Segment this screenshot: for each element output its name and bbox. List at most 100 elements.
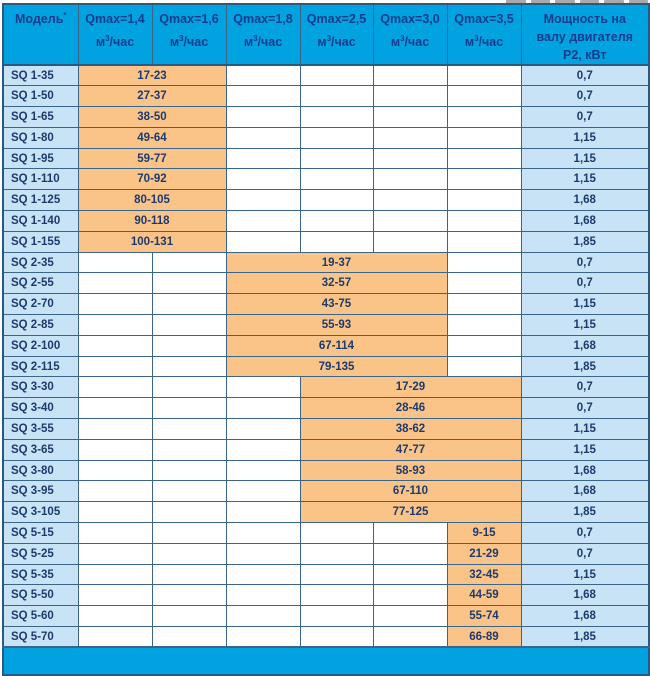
table-row: SQ 1-110 70-92 1,15	[2, 168, 650, 191]
empty-cell	[225, 397, 301, 420]
empty-cell	[446, 251, 522, 274]
power-cell: 0,7	[520, 522, 650, 544]
qmax-unit: м3/час	[390, 34, 430, 50]
empty-cell	[299, 147, 374, 170]
empty-cell	[299, 85, 374, 108]
qmax-label: Qmax=1,8	[233, 12, 293, 26]
empty-cell	[77, 605, 153, 628]
power-cell: 0,7	[520, 397, 650, 420]
empty-cell	[151, 438, 227, 461]
model-cell: SQ 5-60	[2, 605, 79, 628]
empty-cell	[446, 106, 522, 128]
empty-cell	[225, 168, 301, 191]
model-cell: SQ 2-55	[2, 272, 79, 295]
qmax-label: Qmax=3,5	[454, 12, 514, 26]
qmax-range-cell: 9-15	[446, 522, 522, 544]
empty-cell	[151, 501, 227, 524]
power-cell: 1,85	[520, 355, 650, 378]
power-cell: 1,68	[520, 189, 650, 212]
qmax-range-cell: 47-77	[299, 438, 522, 461]
empty-cell	[372, 522, 448, 544]
qmax-range-cell: 21-29	[446, 542, 522, 565]
table-row: SQ 2-85 55-93 1,15	[2, 314, 650, 336]
empty-cell	[299, 64, 374, 87]
model-header-footnote: *	[63, 11, 67, 20]
empty-cell	[77, 480, 153, 503]
empty-cell	[299, 168, 374, 191]
qmax-range-cell: 90-118	[77, 210, 227, 232]
table-row: SQ 2-70 43-75 1,15	[2, 293, 650, 316]
qmax-range-cell: 27-37	[77, 85, 227, 108]
empty-cell	[372, 563, 448, 586]
power-cell: 0,7	[520, 85, 650, 108]
qmax-range-cell: 70-92	[77, 168, 227, 191]
pump-specs-table: Модель* Qmax=1,4 м3/час Qmax=1,6 м3/час …	[2, 3, 650, 676]
empty-cell	[446, 293, 522, 316]
empty-cell	[151, 334, 227, 357]
empty-cell	[151, 563, 227, 586]
qmax-unit: м3/час	[169, 34, 209, 50]
model-cell: SQ 3-30	[2, 376, 79, 399]
empty-cell	[446, 334, 522, 357]
power-cell: 1,68	[520, 459, 650, 482]
empty-cell	[77, 459, 153, 482]
model-cell: SQ 1-155	[2, 230, 79, 253]
empty-cell	[372, 605, 448, 628]
empty-cell	[77, 376, 153, 399]
table-row: SQ 5-35 32-45 1,15	[2, 563, 650, 586]
empty-cell	[225, 64, 301, 87]
table-row: SQ 1-95 59-77 1,15	[2, 147, 650, 170]
empty-cell	[446, 189, 522, 212]
empty-cell	[151, 584, 227, 607]
empty-cell	[446, 355, 522, 378]
empty-cell	[299, 605, 374, 628]
model-cell: SQ 3-95	[2, 480, 79, 503]
table-row: SQ 3-80 58-93 1,68	[2, 459, 650, 482]
table-row: SQ 5-50 44-59 1,68	[2, 584, 650, 607]
col-header-model: Модель*	[2, 3, 79, 66]
empty-cell	[77, 563, 153, 586]
qmax-range-cell: 43-75	[225, 293, 448, 316]
qmax-label: Qmax=1,4	[85, 12, 145, 26]
table-row: SQ 3-40 28-46 0,7	[2, 397, 650, 420]
model-cell: SQ 5-35	[2, 563, 79, 586]
empty-cell	[372, 584, 448, 607]
table-header: Модель* Qmax=1,4 м3/час Qmax=1,6 м3/час …	[2, 3, 650, 66]
power-cell: 0,7	[520, 106, 650, 128]
col-header-power: Мощность на валу двигателя P2, кВт	[520, 3, 650, 66]
power-cell: 0,7	[520, 542, 650, 565]
table-row: SQ 1-140 90-118 1,68	[2, 210, 650, 232]
power-cell: 1,15	[520, 168, 650, 191]
model-cell: SQ 1-110	[2, 168, 79, 191]
empty-cell	[446, 230, 522, 253]
power-cell: 0,7	[520, 272, 650, 295]
power-cell: 0,7	[520, 251, 650, 274]
table-row: SQ 3-95 67-110 1,68	[2, 480, 650, 503]
qmax-range-cell: 100-131	[77, 230, 227, 253]
empty-cell	[225, 501, 301, 524]
empty-cell	[225, 210, 301, 232]
empty-cell	[151, 355, 227, 378]
table-row: SQ 1-65 38-50 0,7	[2, 106, 650, 128]
empty-cell	[151, 314, 227, 336]
qmax-range-cell: 55-74	[446, 605, 522, 628]
empty-cell	[372, 542, 448, 565]
qmax-range-cell: 32-57	[225, 272, 448, 295]
empty-cell	[299, 584, 374, 607]
empty-cell	[299, 522, 374, 544]
table-row: SQ 2-55 32-57 0,7	[2, 272, 650, 295]
col-header-qmax-2-5: Qmax=2,5 м3/час	[299, 3, 374, 66]
model-cell: SQ 3-55	[2, 418, 79, 440]
empty-cell	[151, 522, 227, 544]
empty-cell	[225, 85, 301, 108]
footer-bar	[2, 646, 650, 676]
qmax-range-cell: 55-93	[225, 314, 448, 336]
empty-cell	[299, 563, 374, 586]
empty-cell	[225, 542, 301, 565]
col-header-qmax-3-0: Qmax=3,0 м3/час	[372, 3, 448, 66]
power-cell: 1,15	[520, 418, 650, 440]
power-cell: 1,68	[520, 584, 650, 607]
qmax-range-cell: 59-77	[77, 147, 227, 170]
model-cell: SQ 3-40	[2, 397, 79, 420]
model-cell: SQ 1-35	[2, 64, 79, 87]
